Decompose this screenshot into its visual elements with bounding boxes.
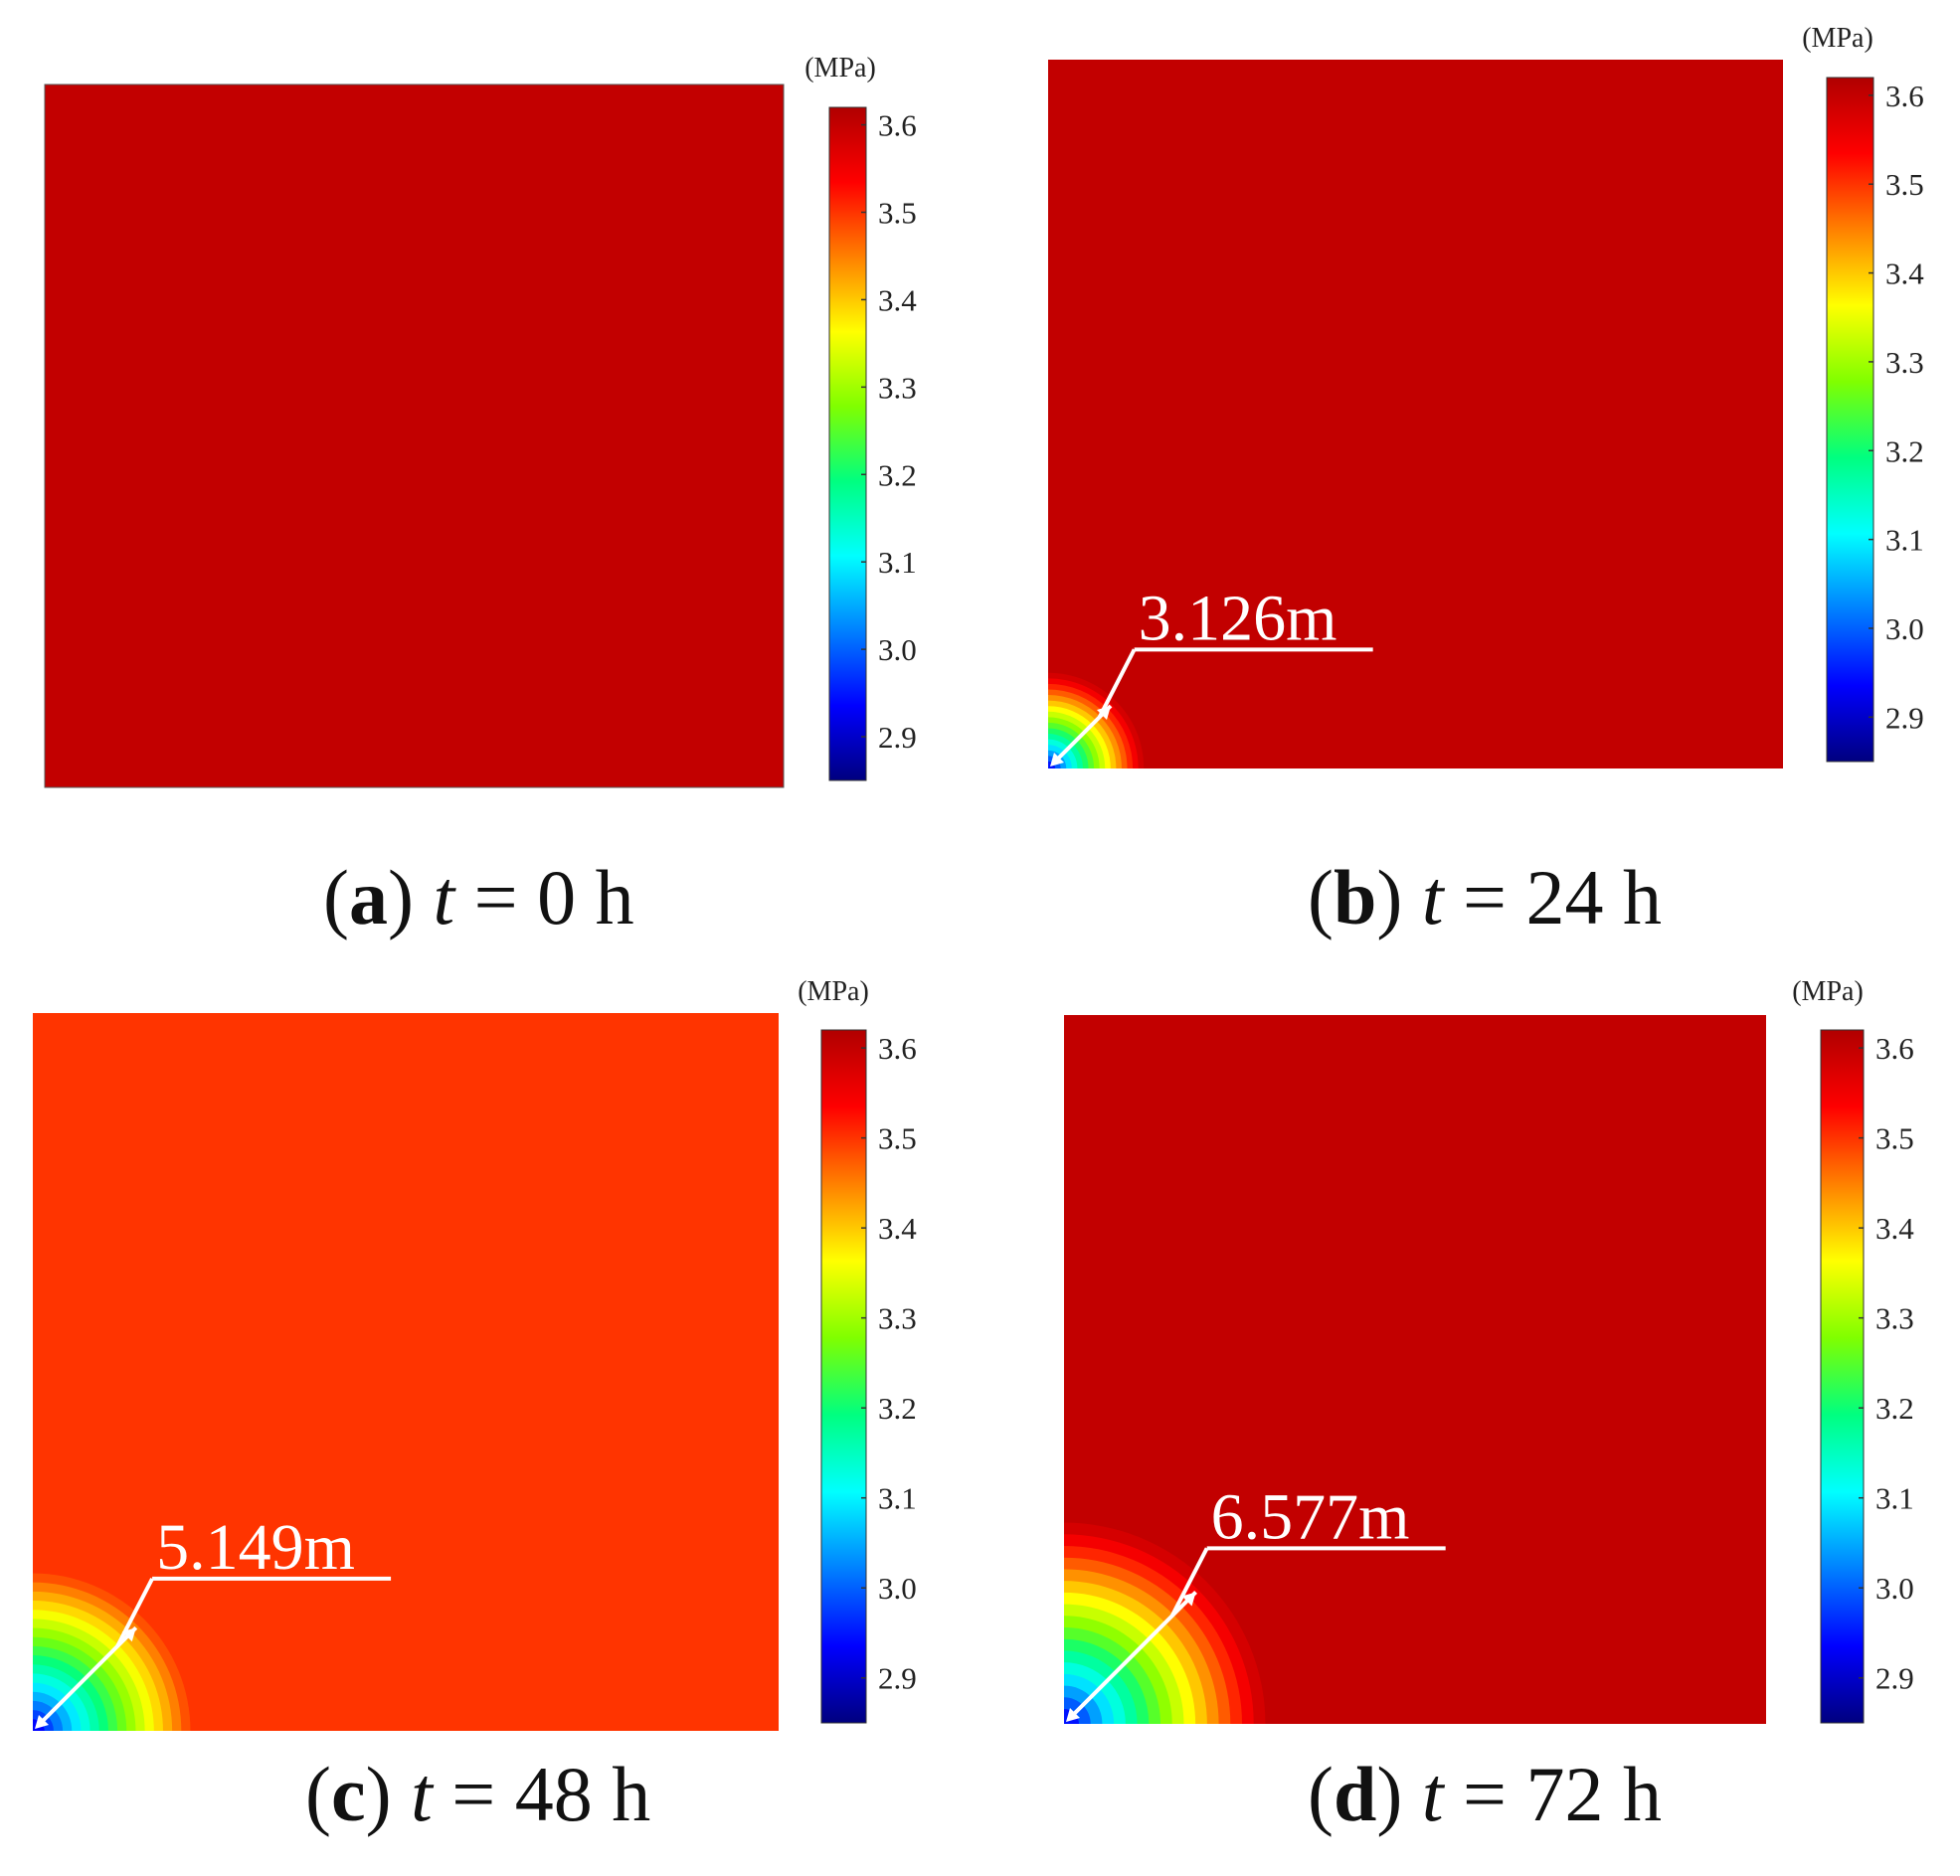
colorbar-tick-label: 3.1 [878,1481,917,1516]
colorbar-tick-label: 3.6 [1875,1031,1914,1066]
colorbar-tick-label: 3.4 [1875,1211,1914,1246]
caption-time-symbol: t [411,1751,433,1837]
colorbar-tick-label: 3.4 [878,282,917,317]
label-leader [115,1577,154,1647]
colorbar-tick-label: 3.5 [878,1121,917,1156]
caption-letter: a [348,854,388,940]
contour-field [44,84,785,788]
colorbar-tick-label: 3.1 [1885,523,1924,558]
panel-b: 3.126m (MPa) 3.6 3.5 3.4 3.3 3.2 3.1 3.0 2.9 [1048,23,1924,768]
colorbar-tick-label: 3.0 [1885,611,1924,646]
colorbar-scale [828,106,867,781]
colorbar-tick-label: 2.9 [1885,700,1924,735]
colorbar-tick-label: 3.3 [878,370,917,405]
colorbar-ticks: 3.6 3.5 3.4 3.3 3.2 3.1 3.0 2.9 [861,108,917,755]
caption-time-value: = 48 h [451,1751,651,1837]
colorbar-tick-label: 2.9 [1875,1661,1914,1696]
caption-c: (c) t = 48 h [305,1751,651,1837]
radius-label: 6.577m [1211,1480,1410,1553]
caption-time-symbol: t [1421,854,1444,940]
caption-letter: b [1333,854,1377,940]
colorbar-ticks: 3.6 3.5 3.4 3.3 3.2 3.1 3.0 2.9 [861,1031,917,1696]
colorbar-tick-label: 3.3 [1885,345,1924,380]
caption-time-value: = 0 h [473,854,634,940]
colorbar-tick-label: 3.3 [878,1301,917,1336]
caption-time-value: = 72 h [1463,1751,1663,1837]
colorbar: (MPa) 3.6 3.5 3.4 3.3 3.2 3.1 3.0 2.9 [804,53,917,781]
colorbar-tick-label: 3.4 [878,1211,917,1246]
colorbar-scale [1820,1029,1865,1724]
contour-field [33,1013,779,1731]
caption-b: (b) t = 24 h [1308,854,1663,940]
radius-annotation: 3.126m [1050,582,1373,767]
colorbar-tick-label: 2.9 [878,720,917,755]
colorbar-tick-label: 3.2 [1885,433,1924,468]
colorbar: (MPa) 3.6 3.5 3.4 3.3 3.2 3.1 3.0 2.9 [1802,23,1924,763]
colorbar-unit: (MPa) [1792,976,1864,1007]
panel-a: (MPa) 3.6 3.5 3.4 3.3 3.2 3.1 3.0 2.9 [44,53,917,788]
colorbar-tick-label: 3.0 [878,632,917,667]
colorbar-tick-label: 3.6 [1885,79,1924,113]
colorbar-tick-label: 3.2 [878,1391,917,1426]
colorbar-unit: (MPa) [804,53,876,84]
caption-time-value: = 24 h [1463,854,1663,940]
caption-d: (d) t = 72 h [1308,1751,1663,1837]
caption-time-symbol: t [433,854,455,940]
radius-arrowhead [1050,753,1064,767]
colorbar-tick-label: 3.0 [878,1571,917,1606]
colorbar-ticks: 3.6 3.5 3.4 3.3 3.2 3.1 3.0 2.9 [1859,1031,1914,1696]
colorbar: (MPa) 3.6 3.5 3.4 3.3 3.2 3.1 3.0 2.9 [798,976,917,1724]
colorbar-tick-label: 3.5 [1885,167,1924,202]
colorbar-tick-label: 3.2 [1875,1391,1914,1426]
caption-letter: c [330,1751,366,1837]
colorbar-tick-label: 3.5 [1875,1121,1914,1156]
panel-c: 5.149m (MPa) 3.6 3.5 3.4 3.3 3.2 3.1 3.0 2.9 [33,976,917,1731]
colorbar-unit: (MPa) [1802,23,1873,54]
colorbar-tick-label: 3.1 [1875,1481,1914,1516]
colorbar-tick-label: 3.5 [878,196,917,231]
colorbar-tick-label: 3.6 [878,108,917,143]
radius-label: 5.149m [156,1511,355,1584]
colorbar: (MPa) 3.6 3.5 3.4 3.3 3.2 3.1 3.0 2.9 [1792,976,1914,1724]
radius-label: 3.126m [1139,582,1337,654]
radius-arrowhead [1066,1708,1080,1722]
radius-arrowhead [35,1715,49,1729]
colorbar-tick-label: 3.4 [1885,256,1924,291]
colorbar-ticks: 3.6 3.5 3.4 3.3 3.2 3.1 3.0 2.9 [1869,79,1924,735]
colorbar-tick-label: 3.1 [878,545,917,580]
caption-time-symbol: t [1421,1751,1444,1837]
colorbar-unit: (MPa) [798,976,869,1007]
colorbar-tick-label: 3.2 [878,457,917,492]
colorbar-scale [1826,77,1874,763]
colorbar-tick-label: 3.3 [1875,1301,1914,1336]
label-leader [1097,648,1137,719]
colorbar-scale [820,1029,867,1724]
colorbar-tick-label: 2.9 [878,1661,917,1696]
label-leader [1169,1547,1209,1618]
radius-annotation: 6.577m [1066,1480,1446,1722]
radius-arrowhead [1181,1592,1196,1607]
radius-annotation: 5.149m [35,1511,392,1729]
caption-letter: d [1333,1751,1377,1837]
caption-a: (a) t = 0 h [323,854,634,940]
colorbar-tick-label: 3.6 [878,1031,917,1066]
contour-field [1048,60,1783,768]
panel-d: 6.577m (MPa) 3.6 3.5 3.4 3.3 3.2 3.1 3.0 2.9 [1064,976,1914,1724]
colorbar-tick-label: 3.0 [1875,1571,1914,1606]
